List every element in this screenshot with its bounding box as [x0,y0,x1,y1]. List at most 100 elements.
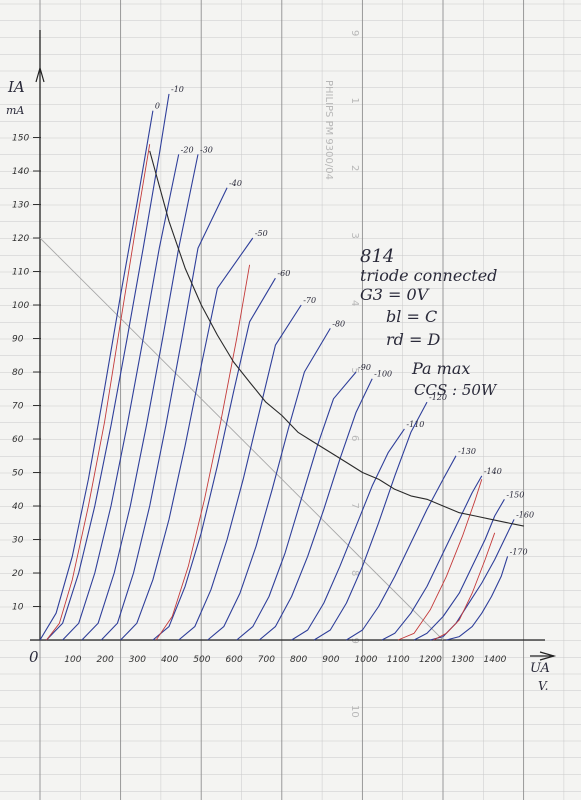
ruler-number: 1 [349,98,360,104]
paper-brand-label: PHILIPS PM 9300/04 [323,80,334,180]
curve-label: -100 [374,370,392,379]
plate-curve-minus-100 [258,378,373,641]
x-axis-unit: V. [538,679,548,693]
load-line [39,237,444,641]
plate-curve-minus-110 [291,428,405,641]
curve-label: -140 [484,467,502,476]
plate-curve-minus-130 [346,455,457,641]
plate-curve-minus-90 [236,371,357,641]
annotation-mode: triode connected [360,266,497,285]
curve-label: -130 [458,447,476,456]
ruler-number: 10 [349,705,360,718]
annotation-bl: bl = C [386,307,437,326]
x-tick-label: 600 [226,655,243,665]
power-limit-line [149,150,524,527]
curve-label: -60 [277,269,290,278]
curve-label: -170 [510,547,528,556]
x-tick-label: 800 [290,655,307,665]
curve-label: -80 [332,319,345,328]
plate-curve-minus-10 [46,93,170,641]
ruler-number: 6 [349,435,360,441]
ruler-number: 2 [349,165,360,171]
x-tick-label: 1100 [387,655,410,665]
x-tick-label: 1000 [355,655,378,665]
origin-label: 0 [29,648,39,666]
y-tick-label: 110 [12,268,29,278]
ruler-number: 8 [349,570,360,576]
plate-curve-minus-120 [313,401,428,641]
plate-curve-minus-60 [152,277,276,641]
y-tick-label: 20 [12,569,24,579]
annotation-pamax: Pa max [411,359,470,378]
curve-label: -70 [303,296,316,305]
x-tick-label: 100 [64,655,81,665]
curve-label: -50 [255,229,268,238]
x-tick-label: 300 [129,655,146,665]
ruler-number: 4 [349,300,360,306]
y-tick-label: 80 [12,368,24,378]
curve-label: -150 [506,490,524,499]
paper-ruler-numbers: 9 1 2 3 4 5 6 7 8 9 10 [349,30,360,718]
plate-curve-minus-140 [381,475,483,641]
x-tick-label: 400 [161,655,178,665]
curve-label: -10 [171,85,184,94]
annotation-rd: rd = D [386,330,440,349]
curve-label: -110 [406,420,424,429]
axes [30,30,557,661]
y-tick-label: 50 [12,469,24,479]
plate-curve-minus-20 [62,154,180,641]
y-tick-label: 30 [12,536,24,546]
power-limit-curve [149,150,524,527]
x-axis-label: UA [530,661,550,676]
y-axis-arrow-icon [35,65,45,83]
y-tick-label: 130 [12,201,29,211]
ruler-number: 7 [349,503,360,509]
grid-voltage-labels: 0 -10 -20 -30 -40 -50 -60 -70 -80 -90-100 -110 -120… [155,85,534,556]
y-tick-label: 60 [12,435,24,445]
ruler-number: 9 [349,30,360,36]
y-axis-unit: mA [6,104,24,117]
annotation-tube: 814 [360,246,394,267]
plate-curve-minus-70 [178,304,302,641]
curve-label: -40 [229,179,242,188]
curve-label: 0 [155,102,160,111]
y-tick-label: 40 [12,502,24,512]
y-tick-label: 10 [12,603,24,613]
y-tick-label: 90 [12,335,24,345]
ruler-number: 3 [349,233,360,239]
annotation-block: 814 triode connected G3 = 0V bl = C rd =… [360,246,498,399]
y-tick-label: 120 [12,234,29,244]
x-tick-labels: 100 200 300 400 500 600 700 800 900 1000 1100 1200 1… [64,655,506,665]
curve-label: -20 [181,145,194,154]
ruler-number: 9 [349,638,360,644]
plate-curve-minus-30 [81,154,199,641]
red-curve [155,264,251,641]
x-tick-label: 1200 [419,655,442,665]
y-tick-label: 140 [12,167,29,177]
curve-label: -120 [429,393,447,402]
red-curves [46,144,496,641]
plate-curve-minus-50 [120,237,254,641]
curve-label: -90 [358,363,371,372]
plate-curve-minus-170 [446,556,509,641]
y-tick-label: 70 [12,402,24,412]
x-tick-label: 500 [193,655,210,665]
red-curve [433,532,496,641]
curve-label: -30 [200,145,213,154]
y-tick-label: 100 [12,301,29,311]
red-curve [46,144,151,641]
load-line-segment [39,237,444,641]
red-curve [397,479,483,641]
plate-curve-0 [39,110,154,641]
y-axis-label: IA [7,78,25,96]
plate-curves [39,93,515,641]
x-tick-label: 700 [258,655,275,665]
x-tick-label: 200 [97,655,114,665]
x-tick-label: 900 [322,655,339,665]
annotation-g3: G3 = 0V [360,285,430,304]
ruler-number: 5 [349,368,360,374]
x-tick-label: 1400 [484,655,507,665]
plate-curve-minus-80 [207,328,331,641]
